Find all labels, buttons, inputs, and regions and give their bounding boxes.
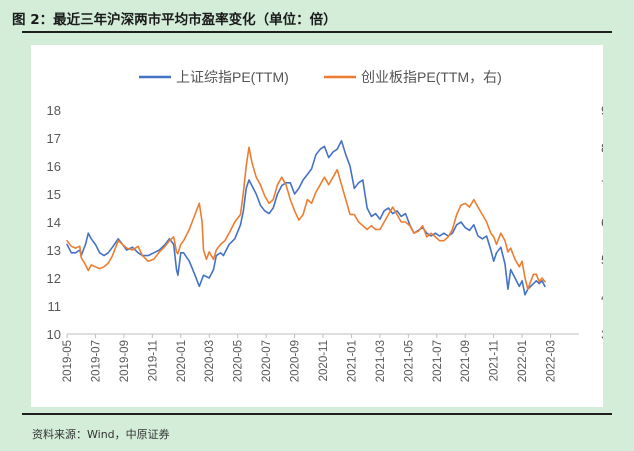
y-left-tick-label: 11 — [48, 299, 62, 314]
top-rule — [22, 31, 612, 33]
x-tick-label: 2019-07 — [90, 340, 102, 382]
x-tick-label: 2021-03 — [375, 340, 387, 382]
y-left-tick-label: 14 — [47, 215, 61, 230]
legend-label-chinext: 创业板指PE(TTM，右) — [361, 69, 502, 85]
y-left-tick-label: 16 — [47, 159, 61, 174]
y-left-tick-label: 17 — [47, 131, 61, 146]
chart-svg: 上证综指PE(TTM) 创业板指PE(TTM，右) 10 11 12 13 14 15 16… — [47, 69, 616, 382]
source-note: 资料来源：Wind，中原证券 — [32, 428, 170, 441]
x-tick-label: 2020-11 — [318, 340, 330, 381]
x-tick-label: 2022-03 — [546, 340, 558, 382]
y-left-tick-label: 15 — [47, 187, 61, 202]
x-tick-label: 2021-09 — [460, 340, 472, 382]
y-left-tick-label: 13 — [47, 243, 61, 258]
y-right-tick-label: 70 — [601, 178, 603, 193]
x-tick-label: 2021-07 — [432, 340, 444, 382]
x-tick-label: 2020-03 — [204, 340, 216, 382]
series-line-chinext-pe — [66, 146, 546, 290]
x-tick-label: 2019-11 — [147, 340, 159, 381]
y-right-tick-label: 80 — [601, 140, 603, 155]
y-right-tick-label: 40 — [601, 290, 603, 305]
x-tick-label: 2020-09 — [290, 340, 302, 382]
y-right-tick-label: 90 — [601, 103, 603, 118]
y-left-tick-label: 12 — [47, 271, 61, 286]
figure-title: 图 2：最近三年沪深两市平均市盈率变化（单位：倍） — [12, 12, 337, 28]
y-right-tick-label: 50 — [601, 252, 603, 267]
y-right-tick-label: 30 — [601, 327, 603, 342]
x-tick-label: 2022-01 — [517, 340, 529, 382]
axes: 10 11 12 13 14 15 16 17 18 30 40 50 60 70 80 90 2019-05 2… — [47, 103, 616, 382]
chart-panel: 上证综指PE(TTM) 创业板指PE(TTM，右) 10 11 12 13 14 15 16… — [31, 45, 616, 407]
x-tick-label: 2019-05 — [62, 340, 74, 382]
legend: 上证综指PE(TTM) 创业板指PE(TTM，右) — [139, 69, 502, 85]
x-tick-label: 2021-05 — [403, 340, 415, 382]
bottom-rule — [22, 413, 612, 415]
x-tick-label: 2021-11 — [489, 340, 501, 381]
y-left-tick-label: 10 — [47, 327, 61, 342]
x-tick-label: 2020-07 — [261, 340, 273, 382]
x-tick-label: 2021-01 — [346, 340, 358, 382]
y-left-tick-label: 18 — [47, 103, 61, 118]
series-lines — [66, 140, 546, 296]
x-tick-label: 2019-09 — [119, 340, 131, 382]
x-tick-label: 2020-05 — [233, 340, 245, 382]
y-right-tick-label: 60 — [601, 215, 603, 230]
x-tick-label: 2020-01 — [176, 340, 188, 382]
series-line-shanghai-pe — [66, 140, 546, 296]
legend-label-shanghai: 上证综指PE(TTM) — [176, 69, 289, 85]
